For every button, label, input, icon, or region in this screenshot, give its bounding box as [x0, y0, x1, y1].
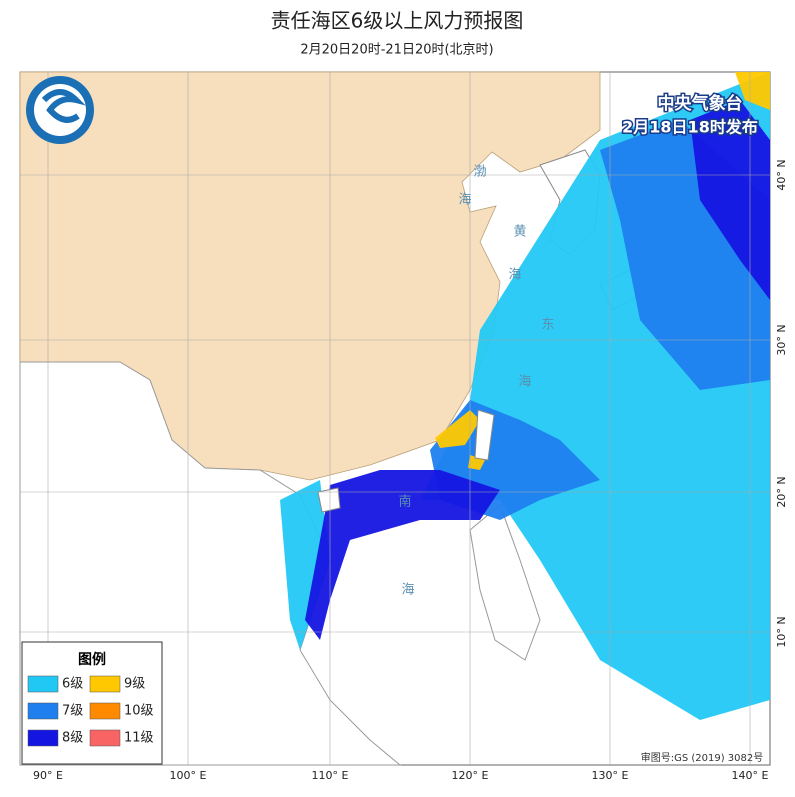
approval: 审图号:GS (2019) 3082号	[641, 751, 764, 764]
legend: 图例 6级 9级 7级 10级 8级 11级	[21, 641, 163, 765]
sea-label: 黄	[513, 225, 526, 240]
longitude-label: 130° E	[592, 769, 629, 782]
sea-label: 海	[518, 375, 531, 390]
longitude-label: 100° E	[170, 769, 207, 782]
sea-label: 东	[541, 318, 554, 333]
sea-label: 海	[508, 268, 521, 283]
legend-swatch	[89, 675, 121, 693]
legend-label: 11级	[124, 731, 154, 746]
logo-mark	[41, 89, 86, 123]
issuer-time: 2月18日18时发布	[622, 118, 758, 137]
latitude-label: 40° N	[775, 159, 788, 190]
sea-label: 南	[398, 494, 411, 510]
wind-zone	[280, 480, 330, 650]
map: 90° E 100° E 110° E 120° E 130° E 140° E 40° N…	[19, 71, 788, 782]
legend-swatch	[27, 702, 59, 720]
legend-label: 8级	[62, 731, 83, 746]
legend-label: 7级	[62, 704, 83, 719]
wind-zone	[735, 72, 770, 110]
longitude-label: 140° E	[732, 769, 769, 782]
longitude-label: 120° E	[452, 769, 489, 782]
wind-zone	[305, 470, 500, 640]
latitude-label: 10° N	[775, 616, 788, 647]
longitude-label: 110° E	[312, 769, 349, 782]
legend-swatch	[89, 702, 121, 720]
sea-label: 海	[401, 583, 414, 598]
legend-label: 9级	[124, 677, 145, 692]
issuer-name: 中央气象台	[658, 93, 743, 114]
latitude-label: 20° N	[775, 476, 788, 507]
legend-swatch	[27, 675, 59, 693]
sea-label: 渤	[473, 164, 486, 180]
land-taiwan	[474, 409, 495, 461]
subtitle: 2月20日20时-21日20时(北京时)	[300, 43, 493, 58]
legend-label: 6级	[62, 677, 83, 692]
longitude-label: 90° E	[33, 769, 63, 782]
legend-swatch	[89, 729, 121, 747]
legend-title: 图例	[78, 651, 106, 668]
title: 责任海区6级以上风力预报图	[271, 9, 524, 33]
legend-label: 10级	[124, 704, 154, 719]
land-hainan	[317, 487, 341, 513]
wind-zone	[435, 410, 480, 448]
latitude-label: 30° N	[775, 324, 788, 355]
sea-label: 海	[458, 193, 471, 208]
legend-swatch	[27, 729, 59, 747]
